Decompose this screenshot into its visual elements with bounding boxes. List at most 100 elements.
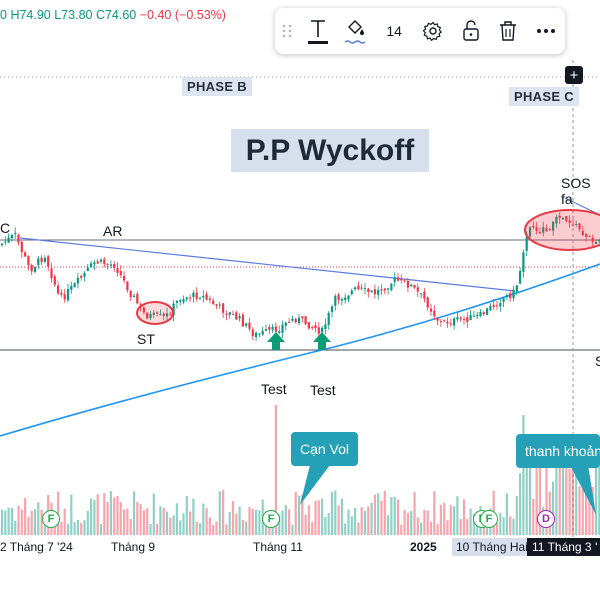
candle-body — [106, 263, 109, 265]
candle-body — [552, 221, 555, 231]
volume-bar — [119, 502, 122, 535]
candle-body — [387, 288, 390, 290]
candle-body — [532, 225, 535, 228]
volume-bar — [436, 524, 439, 535]
candle-body — [304, 316, 307, 325]
volume-bar — [387, 515, 390, 535]
candle-body — [73, 283, 76, 288]
volume-bar — [522, 415, 525, 535]
more-button[interactable] — [527, 8, 565, 54]
ohlc-change: −0.40 (−0.53%) — [139, 8, 226, 22]
font-size-selector[interactable]: 14 — [386, 23, 402, 39]
st-highlight-ellipse — [136, 301, 174, 325]
candle-body — [337, 294, 340, 301]
test-arrow-1 — [267, 332, 285, 350]
thanh-khoan-pointer — [570, 465, 596, 515]
candle-body — [30, 264, 33, 272]
volume-bar — [396, 499, 400, 535]
candle-body — [420, 293, 423, 295]
volume-bar — [538, 452, 541, 535]
lock-button[interactable] — [452, 8, 490, 54]
volume-bar — [317, 500, 320, 535]
candle-body — [146, 312, 149, 319]
candle-body — [416, 287, 419, 292]
candle-body — [519, 270, 522, 284]
volume-bar — [146, 508, 149, 535]
volume-bar — [314, 500, 317, 535]
volume-bar — [344, 523, 347, 535]
volume-bar — [505, 493, 508, 535]
settings-icon — [422, 21, 442, 41]
volume-bar — [20, 509, 23, 535]
candle-body — [90, 263, 93, 268]
candle-body — [57, 285, 60, 294]
volume-bar — [274, 405, 277, 535]
volume-bar — [571, 454, 574, 535]
volume-bar — [284, 504, 287, 535]
volume-bar — [509, 516, 512, 535]
lock-open-icon — [462, 20, 479, 41]
volume-bar — [27, 516, 30, 535]
candle-body — [271, 326, 274, 330]
volume-bar — [228, 512, 231, 535]
event-marker-d[interactable]: D — [537, 510, 555, 528]
volume-bar — [142, 510, 145, 535]
candle-body — [255, 332, 258, 338]
x-axis-label: 10 Tháng Hai — [452, 538, 532, 556]
candle-body — [396, 277, 400, 281]
candle-body — [179, 300, 182, 302]
volume-bar — [469, 508, 472, 535]
sos-highlight-ellipse — [524, 209, 600, 251]
candle-body — [278, 331, 281, 333]
volume-bar — [363, 510, 367, 535]
candle-body — [585, 233, 588, 237]
candle-body — [360, 287, 363, 289]
candle-body — [373, 289, 376, 295]
volume-bar — [96, 494, 99, 535]
fill-color-button[interactable] — [337, 8, 375, 54]
volume-bar — [159, 506, 162, 535]
volume-bar — [231, 501, 235, 535]
drag-handle-icon[interactable] — [275, 8, 299, 54]
volume-bar — [255, 509, 258, 535]
settings-button[interactable] — [414, 8, 452, 54]
candle-body — [198, 298, 202, 300]
candle-body — [528, 227, 532, 237]
add-plus-icon[interactable]: + — [565, 66, 583, 84]
candle-body — [63, 294, 66, 300]
volume-bar — [60, 521, 63, 535]
candle-body — [261, 330, 264, 335]
event-marker-f[interactable]: F — [480, 510, 498, 528]
candle-body — [50, 268, 53, 279]
candle-body — [119, 271, 122, 275]
volume-bar — [383, 490, 386, 535]
test-label-2: Test — [310, 382, 336, 398]
volume-bar — [222, 490, 225, 535]
event-marker-f[interactable]: F — [262, 510, 280, 528]
volume-bar — [123, 509, 126, 535]
volume-bar — [443, 502, 446, 535]
candle-body — [499, 302, 502, 307]
volume-bar — [40, 509, 43, 535]
event-marker-f[interactable]: F — [42, 510, 60, 528]
candle-body — [192, 292, 195, 297]
candle-body — [17, 234, 20, 243]
volume-bar — [4, 510, 7, 535]
candle-body — [43, 257, 46, 262]
volume-bar — [456, 496, 459, 535]
candle-body — [581, 230, 584, 236]
candle-body — [80, 276, 83, 278]
volume-bar — [532, 498, 535, 535]
test-arrow-2 — [313, 332, 331, 350]
volume-bar — [377, 493, 380, 535]
volume-bar — [208, 517, 211, 535]
candle-body — [132, 295, 136, 298]
text-color-button[interactable] — [299, 8, 337, 54]
candle-body — [231, 314, 235, 316]
candle-body — [479, 311, 482, 316]
can-vol-pointer — [300, 465, 330, 505]
candle-body — [558, 215, 561, 219]
delete-button[interactable] — [489, 8, 527, 54]
volume-bar — [598, 465, 600, 535]
